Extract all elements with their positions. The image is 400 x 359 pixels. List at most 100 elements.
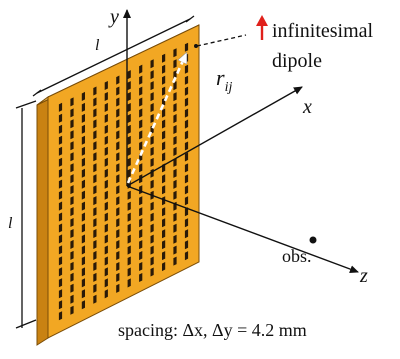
slot-element bbox=[58, 146, 63, 156]
slot-element bbox=[104, 245, 108, 255]
slot-element bbox=[93, 185, 97, 195]
slot-element bbox=[116, 272, 120, 282]
slot-element bbox=[162, 207, 166, 217]
slot-element bbox=[173, 48, 177, 58]
slot-element bbox=[127, 278, 131, 288]
slot-element bbox=[104, 267, 108, 277]
slot-element bbox=[93, 229, 97, 238]
slot-element bbox=[127, 201, 131, 211]
slot-element bbox=[184, 251, 189, 261]
slot-element bbox=[162, 75, 166, 85]
slot-element bbox=[150, 59, 154, 69]
slot-element bbox=[58, 157, 63, 167]
slot-element bbox=[58, 256, 63, 266]
slot-element bbox=[104, 201, 108, 211]
slot-element bbox=[184, 163, 189, 173]
slot-element bbox=[139, 108, 143, 118]
slot-element bbox=[70, 261, 74, 271]
slot-element bbox=[70, 108, 74, 118]
slot-element bbox=[150, 114, 154, 123]
slot-element bbox=[127, 212, 131, 222]
slot-element bbox=[58, 179, 63, 189]
coordinate-axes: y x z bbox=[108, 6, 368, 287]
panel-side-face bbox=[36, 96, 49, 346]
slot-element bbox=[184, 119, 189, 129]
slot-element bbox=[127, 223, 131, 233]
slot-element bbox=[93, 163, 97, 173]
slot-element bbox=[81, 113, 85, 123]
slot-element bbox=[70, 207, 74, 217]
slot-element bbox=[184, 207, 189, 217]
slot-element bbox=[162, 262, 166, 272]
slot-element bbox=[70, 272, 74, 282]
slot-element bbox=[173, 103, 177, 113]
slot-element bbox=[139, 119, 143, 129]
dipole-label-line1: infinitesimal bbox=[272, 20, 374, 42]
slot-element bbox=[104, 212, 108, 222]
slot-element bbox=[116, 185, 120, 195]
slot-element bbox=[150, 234, 154, 244]
slot-element bbox=[93, 152, 97, 162]
slot-element bbox=[93, 261, 97, 271]
slot-element bbox=[104, 256, 108, 266]
slot-element bbox=[70, 196, 74, 206]
slot-element bbox=[184, 240, 189, 250]
slot-element bbox=[162, 185, 166, 195]
slot-element bbox=[173, 168, 177, 178]
slot-element bbox=[93, 272, 97, 282]
slot-element bbox=[93, 218, 97, 228]
slot-element bbox=[150, 201, 154, 211]
slot-element bbox=[70, 163, 74, 173]
dipole-callout: infinitesimal dipole bbox=[194, 15, 374, 72]
red-up-arrow-icon bbox=[256, 15, 268, 40]
dot-icon bbox=[309, 236, 317, 244]
slot-element bbox=[93, 283, 97, 293]
slot-element bbox=[173, 92, 177, 102]
dimension-top-label: l bbox=[95, 37, 100, 54]
slot-element bbox=[116, 86, 120, 96]
slot-element bbox=[184, 86, 189, 96]
slot-element bbox=[116, 163, 120, 173]
slot-element bbox=[58, 234, 63, 244]
slot-element bbox=[70, 218, 74, 227]
slot-element bbox=[150, 103, 154, 113]
slot-element bbox=[139, 130, 143, 140]
slot-element bbox=[139, 207, 143, 217]
slot-element bbox=[116, 119, 120, 129]
slot-element bbox=[127, 168, 131, 178]
slot-element bbox=[139, 262, 143, 271]
slot-element bbox=[93, 108, 97, 118]
axis-x-label: x bbox=[302, 96, 312, 118]
slot-element bbox=[162, 240, 166, 250]
slot-element bbox=[70, 119, 74, 129]
slot-element bbox=[81, 278, 85, 288]
slot-element bbox=[104, 146, 108, 156]
slot-element bbox=[58, 212, 63, 222]
slot-element bbox=[104, 124, 108, 134]
slot-element bbox=[139, 229, 143, 239]
slot-element bbox=[150, 179, 154, 189]
slot-element bbox=[139, 86, 143, 96]
slot-element bbox=[58, 300, 63, 310]
slot-element bbox=[116, 207, 120, 217]
slot-element bbox=[173, 223, 177, 233]
slot-element bbox=[70, 185, 74, 195]
slot-element bbox=[127, 70, 131, 80]
slot-element bbox=[93, 240, 97, 249]
slot-element bbox=[127, 157, 131, 167]
slot-element bbox=[150, 267, 154, 277]
slot-element bbox=[58, 278, 63, 288]
slot-element bbox=[139, 251, 143, 261]
slot-element bbox=[58, 113, 63, 123]
slot-element bbox=[70, 294, 74, 304]
slot-element bbox=[127, 81, 131, 91]
slot-element bbox=[81, 91, 85, 101]
slot-element bbox=[116, 196, 120, 206]
slot-element bbox=[104, 113, 108, 123]
slot-element bbox=[184, 108, 189, 118]
slot-element bbox=[81, 234, 85, 244]
slot-element bbox=[127, 103, 131, 112]
slot-element bbox=[127, 267, 131, 277]
slot-element bbox=[104, 92, 108, 101]
